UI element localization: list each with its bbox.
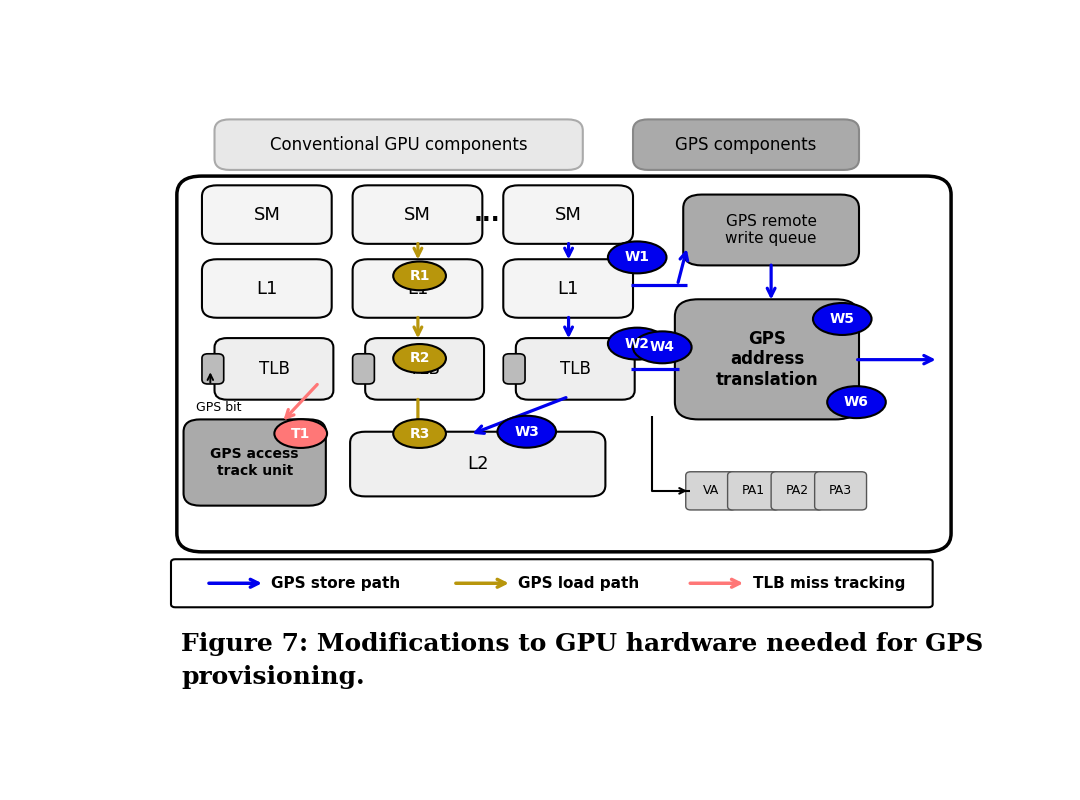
Text: L1: L1	[557, 279, 579, 298]
Text: PA3: PA3	[829, 484, 852, 498]
Text: VA: VA	[703, 484, 719, 498]
FancyBboxPatch shape	[684, 194, 859, 266]
FancyBboxPatch shape	[202, 354, 224, 384]
Text: R2: R2	[409, 351, 430, 366]
Text: SM: SM	[254, 206, 281, 223]
FancyBboxPatch shape	[365, 338, 484, 400]
Text: W1: W1	[624, 250, 650, 264]
Text: R3: R3	[409, 426, 430, 441]
Ellipse shape	[827, 386, 886, 418]
Text: Conventional GPU components: Conventional GPU components	[270, 136, 527, 154]
FancyBboxPatch shape	[771, 472, 823, 510]
Ellipse shape	[393, 262, 446, 290]
FancyBboxPatch shape	[352, 259, 483, 318]
Text: W4: W4	[650, 340, 675, 354]
Ellipse shape	[274, 419, 327, 448]
FancyBboxPatch shape	[516, 338, 635, 400]
Text: L1: L1	[256, 279, 278, 298]
FancyBboxPatch shape	[686, 472, 735, 510]
FancyBboxPatch shape	[633, 119, 859, 170]
FancyBboxPatch shape	[728, 472, 780, 510]
Text: SM: SM	[555, 206, 582, 223]
Text: PA1: PA1	[742, 484, 765, 498]
FancyBboxPatch shape	[352, 354, 375, 384]
FancyBboxPatch shape	[202, 259, 332, 318]
FancyBboxPatch shape	[177, 176, 951, 552]
FancyBboxPatch shape	[503, 259, 633, 318]
Text: TLB: TLB	[409, 360, 440, 378]
Ellipse shape	[608, 242, 666, 274]
Text: GPS load path: GPS load path	[518, 576, 639, 590]
Text: GPS components: GPS components	[675, 136, 816, 154]
Text: W2: W2	[624, 337, 650, 350]
Text: PA2: PA2	[785, 484, 809, 498]
Text: W3: W3	[514, 425, 539, 438]
Text: TLB: TLB	[258, 360, 289, 378]
Text: T1: T1	[291, 426, 310, 441]
Ellipse shape	[393, 344, 446, 373]
FancyBboxPatch shape	[350, 432, 606, 496]
Text: GPS bit: GPS bit	[197, 401, 242, 414]
Text: GPS
address
translation: GPS address translation	[716, 330, 819, 389]
FancyBboxPatch shape	[215, 338, 334, 400]
FancyBboxPatch shape	[202, 186, 332, 244]
FancyBboxPatch shape	[503, 186, 633, 244]
Ellipse shape	[813, 303, 872, 335]
Text: GPS remote
write queue: GPS remote write queue	[726, 214, 816, 246]
Text: L2: L2	[467, 455, 488, 473]
Text: L1: L1	[407, 279, 428, 298]
FancyBboxPatch shape	[352, 186, 483, 244]
FancyBboxPatch shape	[184, 419, 326, 506]
Text: GPS access
track unit: GPS access track unit	[211, 447, 299, 478]
Ellipse shape	[633, 331, 691, 363]
Text: R1: R1	[409, 269, 430, 283]
Text: Figure 7: Modifications to GPU hardware needed for GPS
provisioning.: Figure 7: Modifications to GPU hardware …	[181, 632, 983, 690]
Ellipse shape	[393, 419, 446, 448]
Text: SM: SM	[404, 206, 431, 223]
Text: W5: W5	[829, 312, 854, 326]
FancyBboxPatch shape	[215, 119, 583, 170]
Text: W6: W6	[845, 395, 869, 409]
Ellipse shape	[608, 328, 666, 360]
Ellipse shape	[498, 416, 556, 448]
FancyBboxPatch shape	[675, 299, 859, 419]
FancyBboxPatch shape	[814, 472, 866, 510]
Text: TLB: TLB	[559, 360, 591, 378]
Text: GPS store path: GPS store path	[271, 576, 401, 590]
FancyBboxPatch shape	[171, 559, 933, 607]
Text: ...: ...	[473, 202, 500, 226]
FancyBboxPatch shape	[503, 354, 525, 384]
Text: TLB miss tracking: TLB miss tracking	[753, 576, 905, 590]
